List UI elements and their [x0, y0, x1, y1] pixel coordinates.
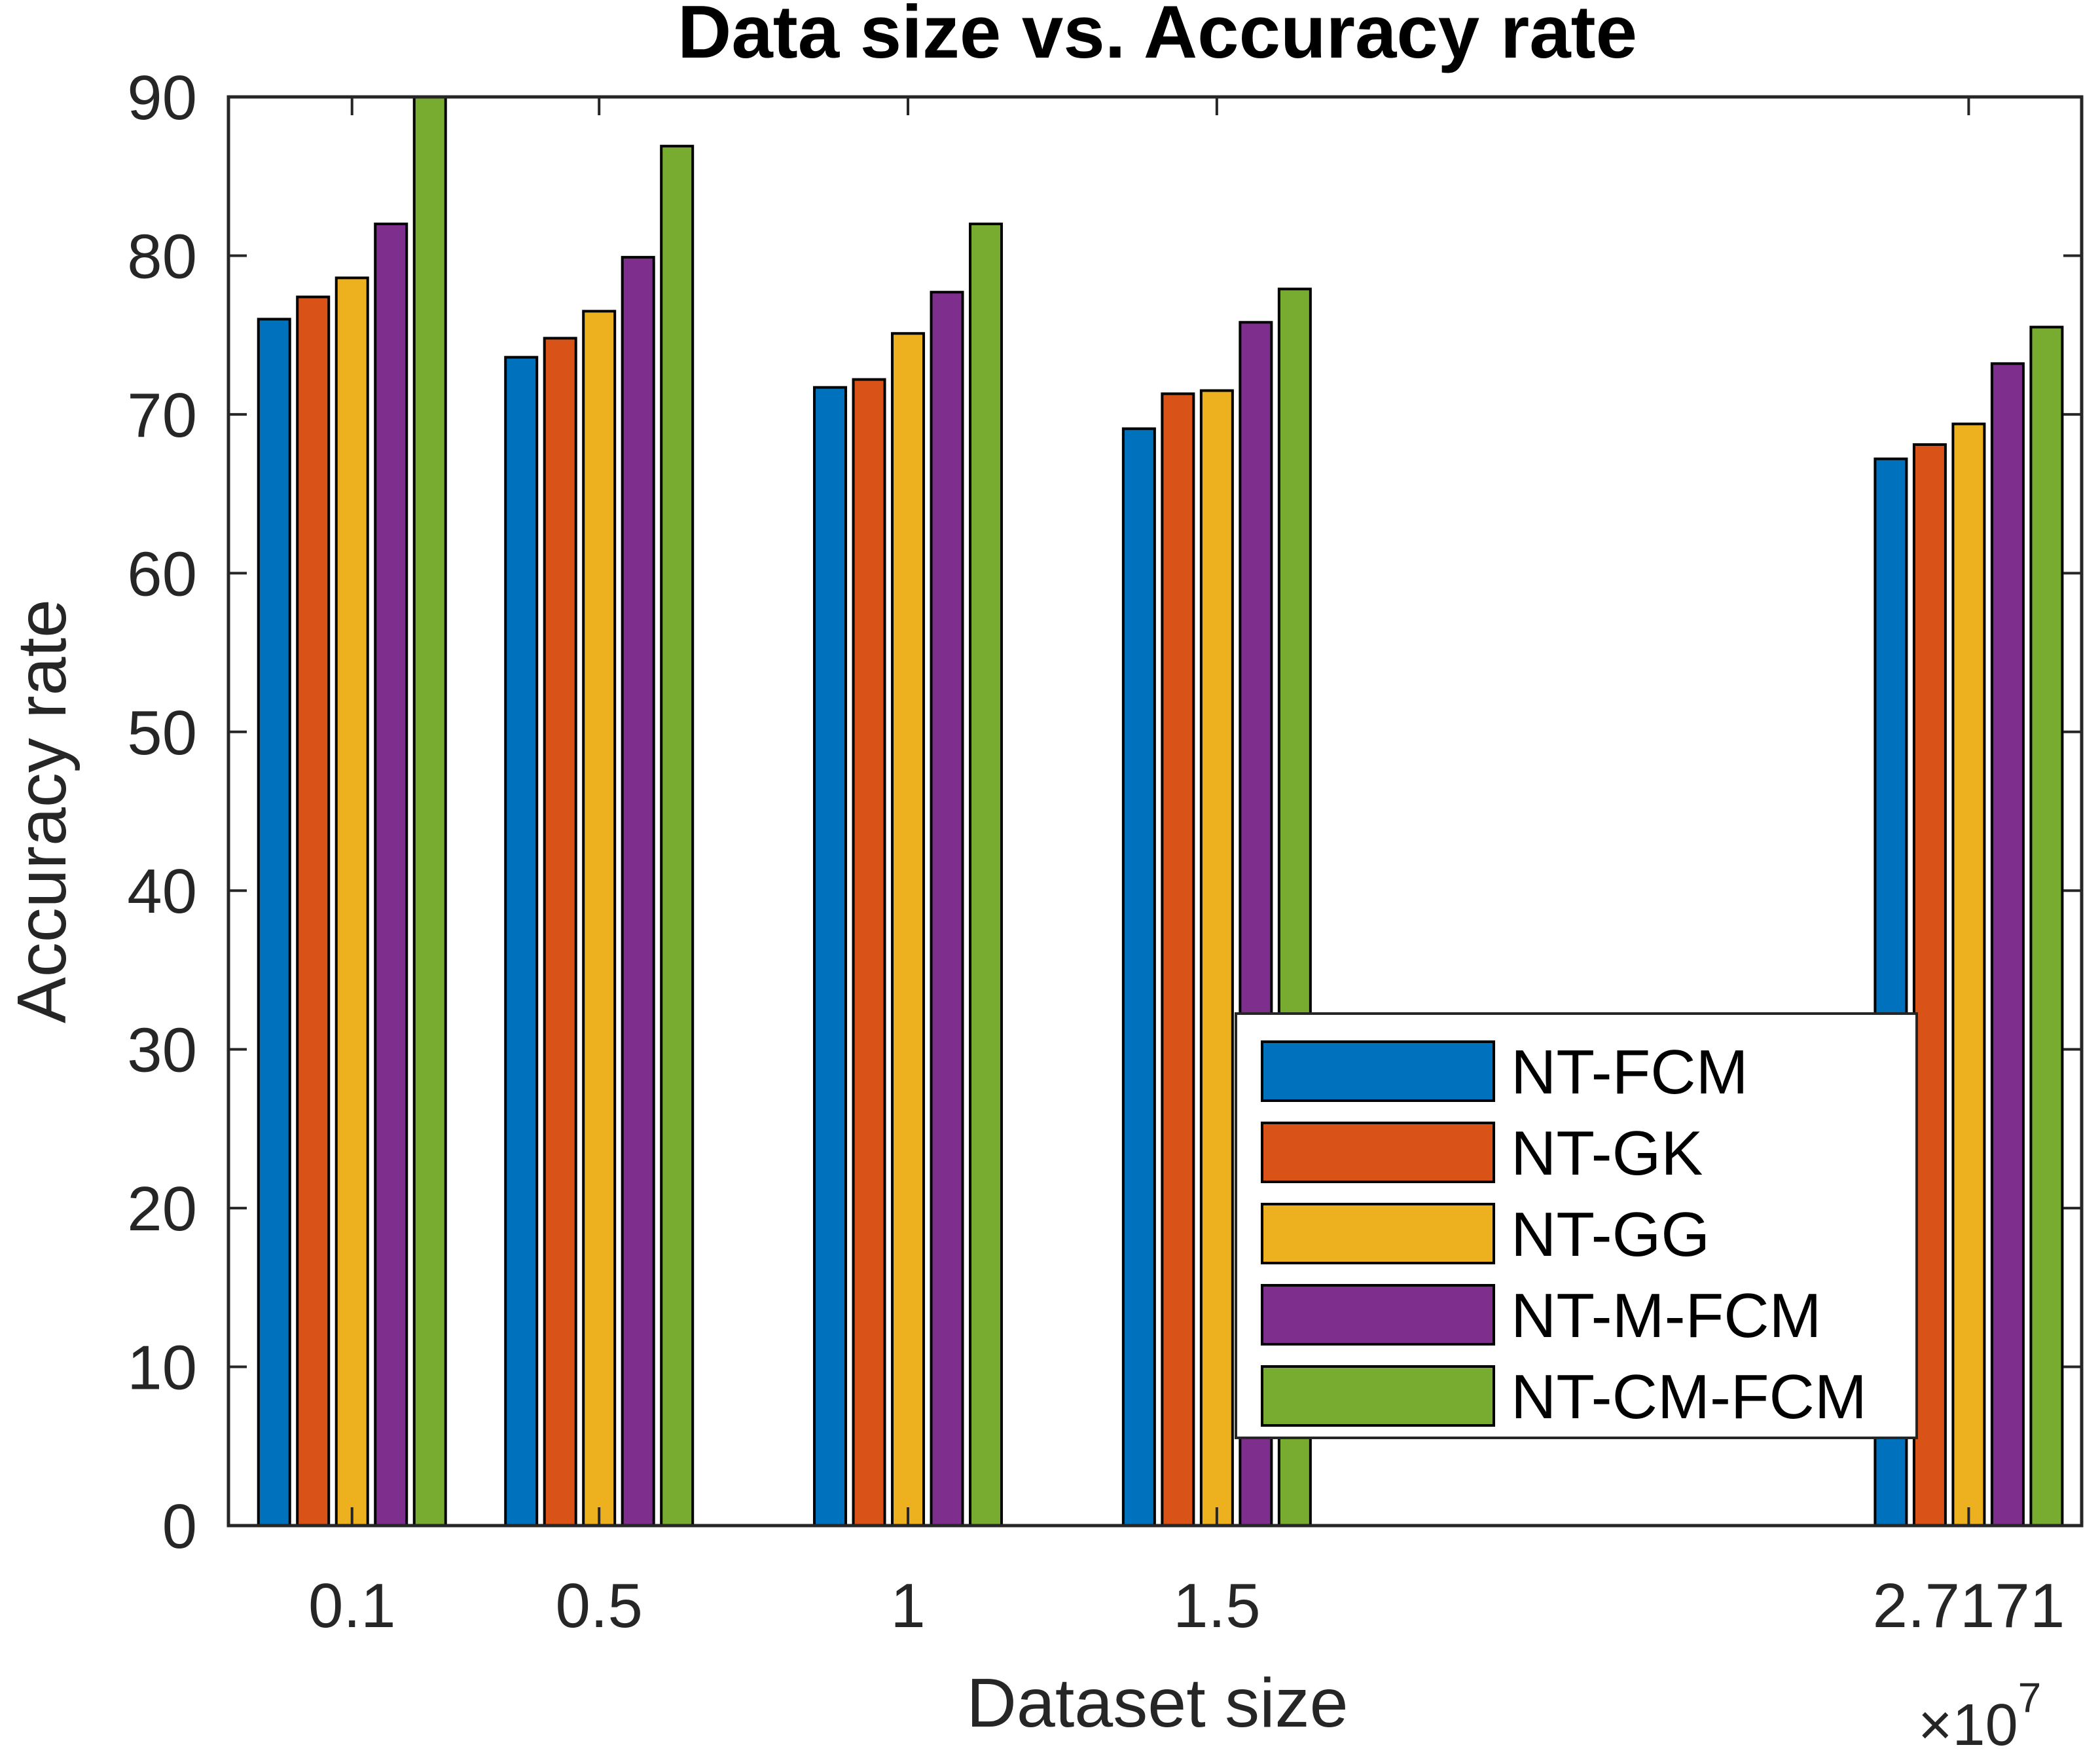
bar-nt-m-fcm-0.1	[374, 222, 408, 1527]
x-axis-ticks: 0.1 0.5 1 1.5 2.7171	[308, 97, 2065, 1641]
bar-nt-gk-2.7171	[1912, 443, 1947, 1527]
legend-label-nt-gg: NT-GG	[1511, 1200, 1710, 1270]
y-tick-label: 40	[127, 856, 197, 926]
bar-nt-gk-0.1	[296, 295, 331, 1528]
y-tick-label: 30	[127, 1016, 197, 1086]
bar-nt-fcm-0.5	[504, 356, 539, 1527]
bar-nt-gk-0.5	[543, 337, 577, 1528]
x-exponent-base: ×10	[1918, 1693, 2018, 1758]
legend-swatch-nt-m-fcm	[1261, 1284, 1495, 1346]
legend: NT-FCM NT-GK NT-GG NT-M-FCM NT-CM-FCM	[1235, 1012, 1918, 1439]
legend-swatch-nt-fcm	[1261, 1040, 1495, 1102]
legend-swatch-nt-gg	[1261, 1203, 1495, 1264]
bar-nt-gg-2.7171	[1951, 422, 1986, 1527]
x-tick-label: 0.5	[555, 1571, 642, 1641]
bar-nt-m-fcm-2.7171	[1990, 362, 2025, 1527]
y-tick-label: 60	[127, 539, 197, 609]
chart-title: Data size vs. Accuracy rate	[678, 0, 1637, 74]
bar-nt-cm-fcm-2.7171	[2029, 325, 2064, 1527]
y-tick-label: 10	[127, 1333, 197, 1403]
x-exponent-power: 7	[2018, 1674, 2042, 1721]
y-tick-label: 0	[162, 1492, 197, 1562]
bar-nt-fcm-0.1	[257, 318, 291, 1527]
bar-nt-gg-1.5	[1199, 389, 1234, 1527]
legend-swatch-nt-gk	[1261, 1122, 1495, 1183]
legend-swatch-nt-cm-fcm	[1261, 1365, 1495, 1427]
bar-nt-m-fcm-1	[930, 291, 964, 1527]
bar-nt-gg-1	[891, 332, 926, 1528]
y-tick-label: 50	[127, 698, 197, 768]
legend-label-nt-fcm: NT-FCM	[1511, 1037, 1748, 1107]
axes-frame	[226, 95, 2084, 1528]
bar-nt-gg-0.1	[335, 276, 369, 1527]
x-tick-label: 0.1	[308, 1571, 395, 1641]
y-axis-ticks: 0 10 20 30 40 50 60 70 80 90	[127, 63, 2082, 1562]
bar-nt-cm-fcm-0.5	[660, 145, 695, 1528]
y-tick-label: 90	[127, 63, 197, 133]
y-tick-label: 70	[127, 380, 197, 450]
x-tick-label: 2.7171	[1873, 1571, 2065, 1641]
bar-nt-gk-1.5	[1161, 392, 1195, 1527]
y-axis-label: Accuracy rate	[3, 599, 81, 1023]
bar-nt-gk-1	[852, 378, 886, 1527]
x-axis-exponent: ×107	[1918, 1674, 2041, 1758]
bar-nt-cm-fcm-0.1	[412, 96, 447, 1527]
legend-label-nt-gk: NT-GK	[1511, 1118, 1703, 1188]
legend-label-nt-m-fcm: NT-M-FCM	[1511, 1281, 1822, 1351]
bar-nt-gg-0.5	[582, 310, 617, 1527]
bar-nt-m-fcm-0.5	[621, 255, 655, 1527]
y-tick-label: 20	[127, 1174, 197, 1244]
bar-nt-fcm-1.5	[1121, 427, 1156, 1527]
bar-nt-cm-fcm-1	[969, 222, 1004, 1527]
y-tick-label: 80	[127, 221, 197, 291]
bars-layer	[257, 96, 2064, 1528]
bar-nt-fcm-1	[813, 386, 848, 1527]
x-tick-label: 1	[890, 1571, 925, 1641]
x-axis-label: Dataset size	[966, 1664, 1348, 1742]
legend-label-nt-cm-fcm: NT-CM-FCM	[1511, 1362, 1867, 1432]
x-tick-label: 1.5	[1173, 1571, 1260, 1641]
